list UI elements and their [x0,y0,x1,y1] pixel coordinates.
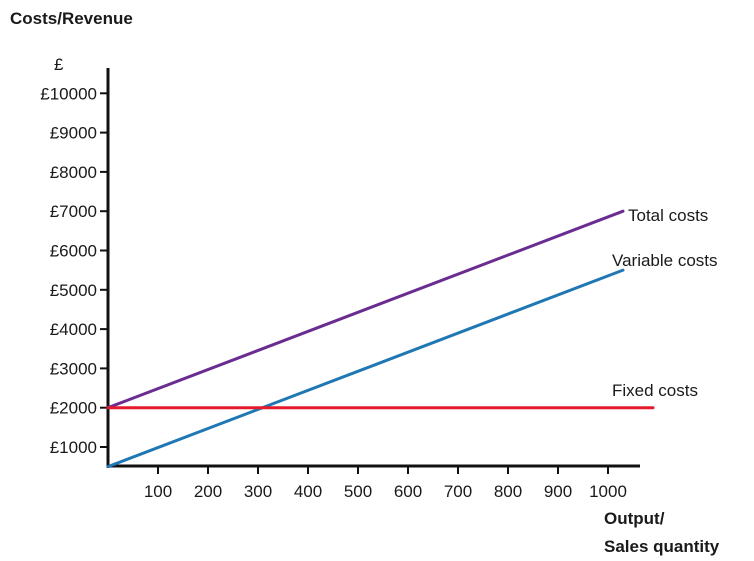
x-tick-label: 500 [344,482,372,501]
x-tick-label: 200 [194,482,222,501]
y-tick-label: £6000 [50,242,97,261]
x-axis-title-line-2: Sales quantity [604,537,720,556]
x-axis-title: Output/ Sales quantity [604,505,719,561]
y-tick-label: £4000 [50,320,97,339]
x-tick-label: 800 [494,482,522,501]
y-tick-label: £8000 [50,163,97,182]
y-tick-label: £1000 [50,438,97,457]
y-tick-label: £5000 [50,281,97,300]
total-costs-label: Total costs [628,206,708,225]
y-tick-label: £3000 [50,359,97,378]
x-tick-label: 900 [544,482,572,501]
x-tick-label: 100 [144,482,172,501]
x-tick-label: 300 [244,482,272,501]
x-axis-title-line-1: Output/ [604,509,665,528]
y-tick-label: £2000 [50,399,97,418]
y-tick-label: £9000 [50,124,97,143]
y-axis-unit: £ [54,55,64,74]
y-tick-label: £10000 [40,84,97,103]
variable-costs-line [106,268,625,469]
y-tick-label: £7000 [50,202,97,221]
variable-costs-label: Variable costs [612,251,718,270]
x-tick-label: 600 [394,482,422,501]
x-tick-label: 700 [444,482,472,501]
fixed-costs-label: Fixed costs [612,381,698,400]
x-tick-label: 400 [294,482,322,501]
x-tick-label: 1000 [589,482,627,501]
total-costs-line [106,209,625,410]
y-axis-title: Costs/Revenue [10,9,133,28]
